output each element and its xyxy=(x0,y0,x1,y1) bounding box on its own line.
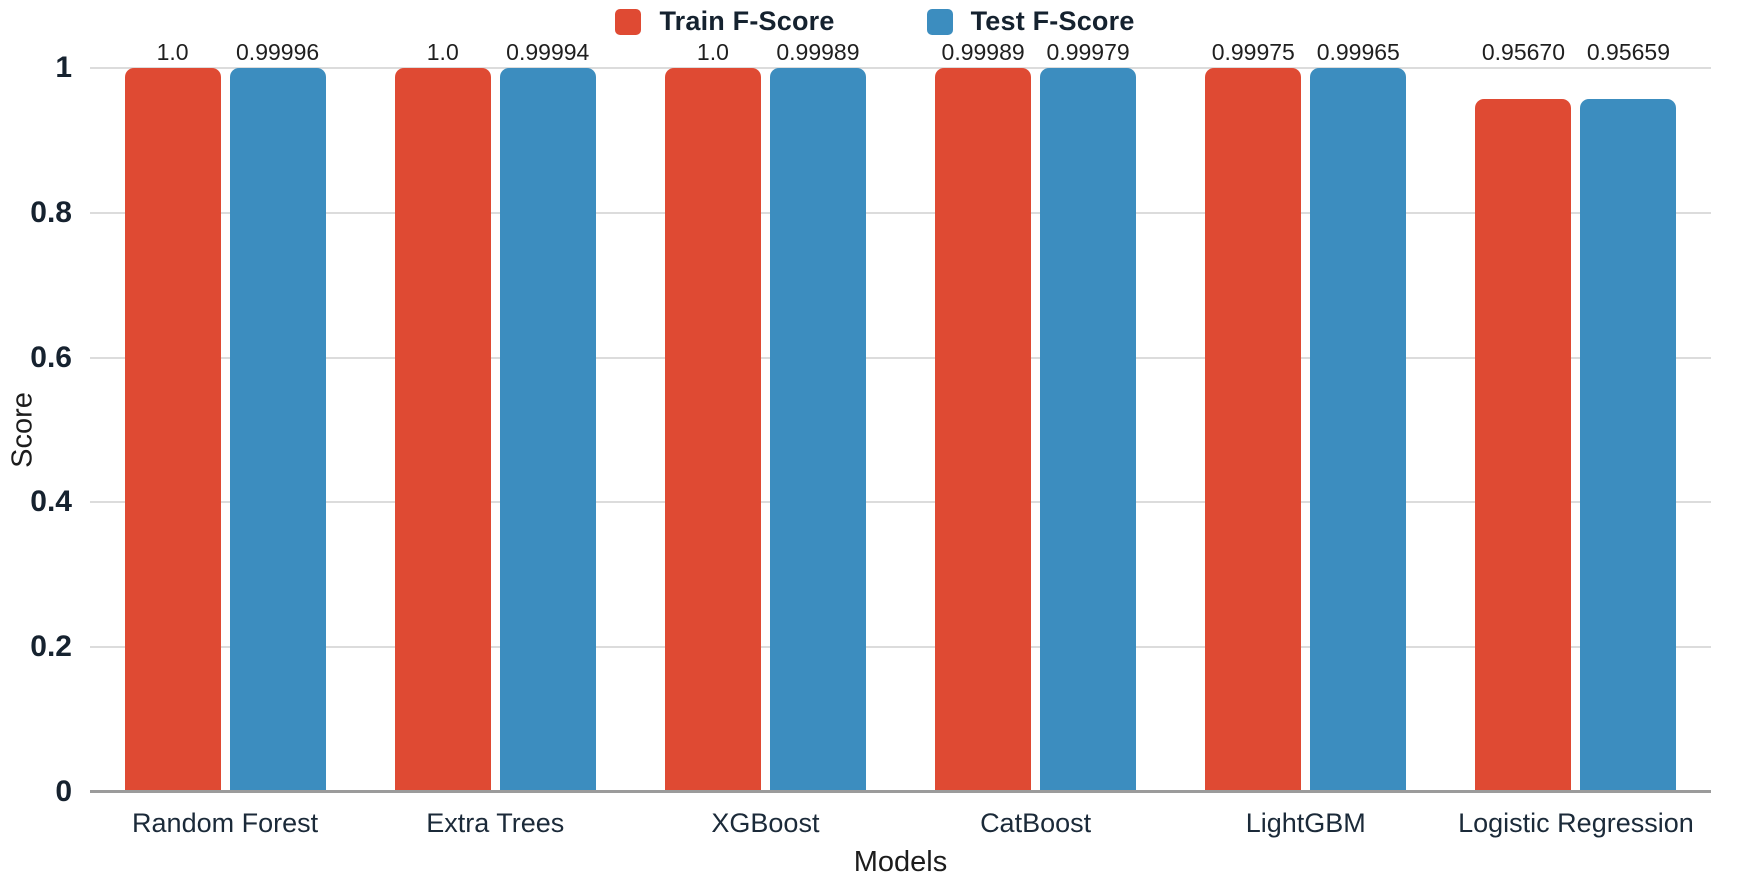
y-tick-label: 0.6 xyxy=(30,340,72,374)
bar-value-label-train: 1.0 xyxy=(696,39,729,65)
bar-value-label-test: 0.99994 xyxy=(506,39,590,65)
y-tick-label: 1 xyxy=(55,51,72,84)
bar-slot-test: 0.95659 xyxy=(1580,39,1677,792)
x-tick-label: Extra Trees xyxy=(426,808,565,838)
gridline xyxy=(90,646,1711,649)
y-tick-label: 0 xyxy=(55,775,72,808)
bar-train xyxy=(1475,99,1572,792)
bar-train xyxy=(124,68,221,792)
bar-train xyxy=(664,68,761,792)
legend-swatch-test xyxy=(926,8,953,35)
legend-item-test: Test F-Score xyxy=(926,6,1135,37)
bar-test xyxy=(1580,99,1677,792)
bar-value-label-test: 0.99965 xyxy=(1316,39,1400,65)
bar-train xyxy=(935,68,1032,792)
bar-test xyxy=(229,68,326,792)
bar-slot-train: 1.0 xyxy=(124,39,221,792)
bar-value-label-train: 0.95670 xyxy=(1481,39,1566,65)
bar-value-label-test: 0.95659 xyxy=(1586,39,1671,65)
bar-slot-test: 0.99989 xyxy=(769,39,866,792)
gridline xyxy=(90,67,1711,69)
bar-value-label-train: 1.0 xyxy=(156,39,189,65)
bar-value-label-train: 0.99975 xyxy=(1211,39,1295,65)
gridline xyxy=(90,501,1711,504)
bar-group-extra-trees: 1.0 0.99994 Extra Trees xyxy=(360,39,630,838)
bar-value-label-test: 0.99989 xyxy=(776,39,860,65)
y-tick-label: 0.2 xyxy=(30,630,72,664)
x-axis-line xyxy=(90,790,1711,793)
x-tick-label: XGBoost xyxy=(711,808,820,838)
legend: Train F-Score Test F-Score xyxy=(0,6,1750,37)
gridline xyxy=(90,211,1711,214)
bar-value-label-train: 0.99989 xyxy=(941,39,1025,65)
bar-slot-test: 0.99965 xyxy=(1310,39,1407,792)
bar-slot-test: 0.99979 xyxy=(1040,39,1137,792)
x-tick-label: LightGBM xyxy=(1245,808,1366,838)
bar-group-catboost: 0.99989 0.99979 CatBoost xyxy=(901,39,1171,838)
bar-value-label-test: 0.99996 xyxy=(236,39,320,65)
bar-test xyxy=(769,68,866,792)
bar-slot-test: 0.99996 xyxy=(229,39,326,792)
bar-slot-train: 1.0 xyxy=(664,39,761,792)
gridline xyxy=(90,356,1711,359)
y-tick-label: 0.8 xyxy=(30,195,72,229)
bar-slot-test: 0.99994 xyxy=(499,39,596,792)
bar-group-lightgbm: 0.99975 0.99965 LightGBM xyxy=(1171,39,1441,838)
bar-value-label-test: 0.99979 xyxy=(1046,39,1130,65)
bar-group-random-forest: 1.0 0.99996 Random Forest xyxy=(90,39,360,838)
legend-label-train: Train F-Score xyxy=(659,6,835,36)
bar-slot-train: 0.99975 xyxy=(1205,39,1302,792)
x-tick-label: Random Forest xyxy=(132,808,319,838)
legend-label-test: Test F-Score xyxy=(970,6,1135,36)
bar-groups: 1.0 0.99996 Random Forest 1.0 0.99994 Extra T… xyxy=(90,39,1711,838)
bar-value-label-train: 1.0 xyxy=(426,39,459,65)
plot-area: 0 0.2 0.4 0.6 0.8 1 1.0 0.99996 Random Forest 1.… xyxy=(30,39,1711,838)
legend-item-train: Train F-Score xyxy=(615,6,834,37)
bar-train xyxy=(394,68,491,792)
x-axis-title: Models xyxy=(853,846,948,878)
bar-group-xgboost: 1.0 0.99989 XGBoost xyxy=(630,39,900,838)
bar-test xyxy=(1310,68,1407,792)
bar-group-logistic-regression: 0.95670 0.95659 Logistic Regression xyxy=(1441,39,1711,838)
bar-slot-train: 1.0 xyxy=(394,39,491,792)
bar-slot-train: 0.99989 xyxy=(935,39,1032,792)
y-tick-label: 0.4 xyxy=(30,485,72,519)
y-axis-title: Score xyxy=(6,392,39,468)
bar-test xyxy=(499,68,596,792)
bar-slot-train: 0.95670 xyxy=(1475,39,1572,792)
bar-test xyxy=(1040,68,1137,792)
bar-train xyxy=(1205,68,1302,792)
x-tick-label: CatBoost xyxy=(980,808,1092,838)
legend-swatch-train xyxy=(615,8,642,35)
x-tick-label: Logistic Regression xyxy=(1458,808,1694,838)
